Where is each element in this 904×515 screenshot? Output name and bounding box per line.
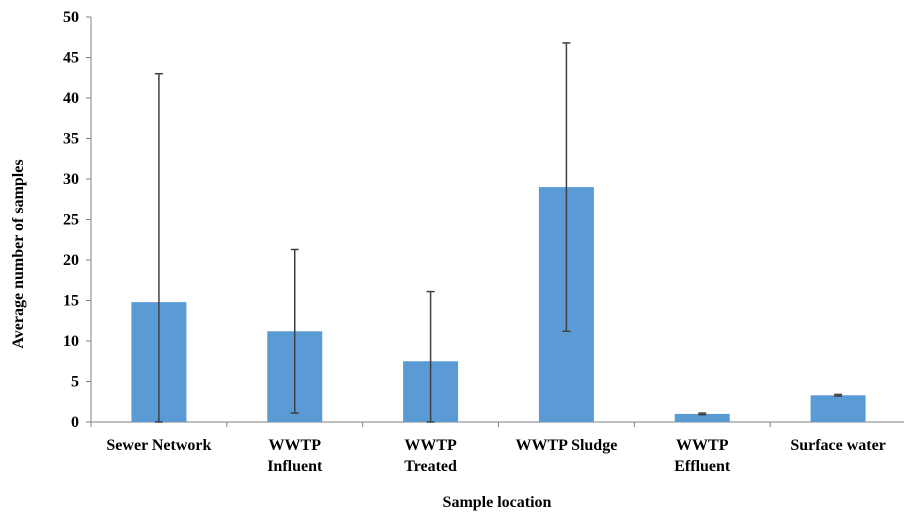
error-bar <box>834 393 843 397</box>
y-axis-title: Average number of samples <box>10 159 27 348</box>
y-tick-label: 35 <box>63 131 79 148</box>
y-tick-label: 5 <box>71 374 79 391</box>
x-tick-label: WWTP Treated <box>404 437 457 475</box>
x-tick-label: WWTP Effluent <box>674 437 731 475</box>
y-tick-label: 0 <box>71 414 79 431</box>
error-bars <box>154 42 843 423</box>
bar <box>810 395 866 422</box>
error-bar <box>562 42 571 333</box>
x-axis-title: Sample location <box>443 494 552 511</box>
x-tick-label: Sewer Network <box>106 437 211 454</box>
x-tick-label: WWTP Influent <box>267 437 323 475</box>
y-tick-label: 20 <box>63 252 79 269</box>
x-axis: Sewer Network WWTP Influent WWTP Treated WWTP… <box>90 421 904 475</box>
y-tick-label: 50 <box>63 9 79 26</box>
error-bar <box>154 72 163 423</box>
error-bar <box>698 412 707 416</box>
x-tick-label: WWTP Sludge <box>516 437 618 454</box>
x-tick-label: Surface water <box>790 437 886 454</box>
bar <box>674 413 730 422</box>
y-tick-label: 10 <box>63 333 79 350</box>
error-bar <box>290 248 299 414</box>
y-axis: 0 5 10 15 20 25 30 35 40 45 50 <box>63 9 92 431</box>
y-tick-label: 45 <box>63 50 79 67</box>
y-tick-label: 40 <box>63 90 79 107</box>
bars <box>131 187 866 422</box>
y-tick-label: 15 <box>63 293 79 310</box>
y-tick-label: 30 <box>63 171 79 188</box>
y-tick-label: 25 <box>63 212 79 229</box>
error-bar <box>426 290 435 423</box>
